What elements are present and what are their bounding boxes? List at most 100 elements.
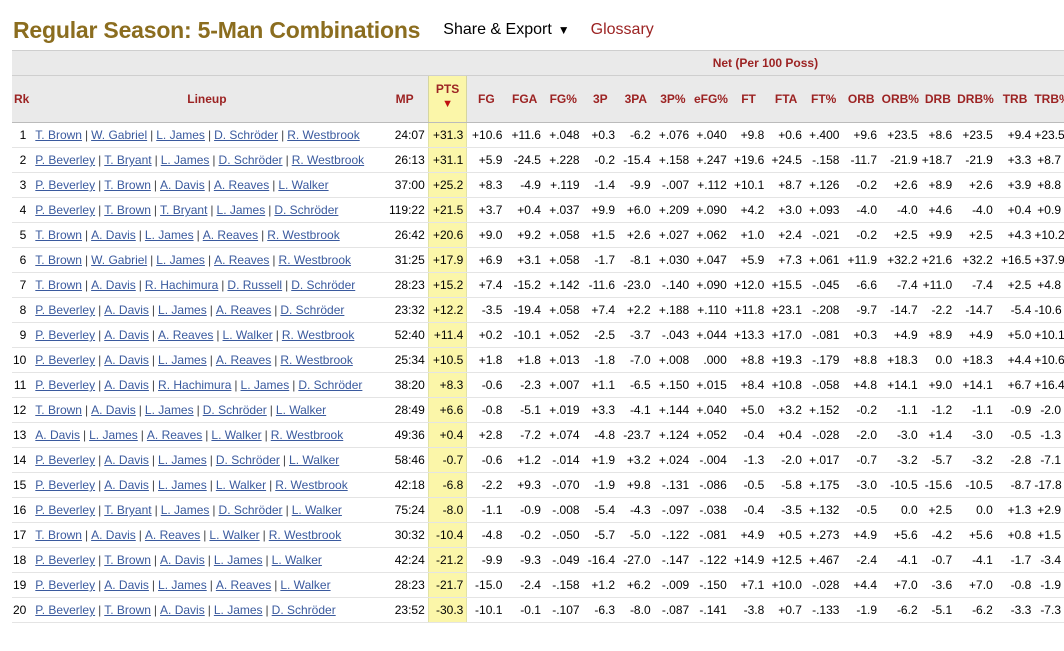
player-link[interactable]: L. James (216, 203, 266, 217)
column-header-trb[interactable]: TRB (995, 75, 1035, 123)
player-link[interactable]: A. Davis (104, 578, 149, 592)
player-link[interactable]: L. James (89, 428, 138, 442)
player-link[interactable]: A. Davis (91, 228, 136, 242)
player-link[interactable]: T. Bryant (160, 203, 208, 217)
player-link[interactable]: A. Davis (104, 478, 149, 492)
player-link[interactable]: W. Gabriel (91, 253, 148, 267)
player-link[interactable]: R. Westbrook (281, 328, 355, 342)
column-header-mp[interactable]: MP (381, 75, 429, 123)
player-link[interactable]: T. Brown (104, 178, 151, 192)
player-link[interactable]: P. Beverley (35, 578, 96, 592)
column-header-fg[interactable]: FG (466, 75, 506, 123)
player-link[interactable]: A. Davis (104, 303, 149, 317)
share-export-menu[interactable]: Share & Export ▼ (443, 21, 569, 39)
player-link[interactable]: A. Davis (91, 278, 136, 292)
player-link[interactable]: L. Walker (275, 403, 327, 417)
player-link[interactable]: T. Brown (104, 603, 151, 617)
player-link[interactable]: R. Westbrook (278, 253, 352, 267)
player-link[interactable]: L. James (160, 503, 210, 517)
player-link[interactable]: R. Westbrook (291, 153, 365, 167)
player-link[interactable]: A. Davis (91, 528, 136, 542)
player-link[interactable]: A. Davis (104, 378, 149, 392)
player-link[interactable]: P. Beverley (35, 153, 96, 167)
player-link[interactable]: L. Walker (215, 478, 267, 492)
player-link[interactable]: L. Walker (280, 578, 331, 592)
player-link[interactable]: A. Davis (160, 553, 205, 567)
player-link[interactable]: P. Beverley (35, 553, 96, 567)
player-link[interactable]: D. Russell (227, 278, 283, 292)
player-link[interactable]: L. James (240, 378, 290, 392)
player-link[interactable]: P. Beverley (35, 203, 96, 217)
player-link[interactable]: A. Reaves (146, 428, 203, 442)
player-link[interactable]: P. Beverley (35, 303, 96, 317)
column-header-drb[interactable]: DRB (920, 75, 956, 123)
player-link[interactable]: A. Davis (160, 603, 205, 617)
player-link[interactable]: L. James (158, 578, 207, 592)
player-link[interactable]: T. Bryant (104, 153, 152, 167)
player-link[interactable]: A. Reaves (215, 303, 272, 317)
column-header-drb-pct[interactable]: DRB% (955, 75, 996, 123)
glossary-link[interactable]: Glossary (590, 21, 654, 38)
player-link[interactable]: L. James (158, 478, 207, 492)
player-link[interactable]: R. Westbrook (267, 228, 340, 242)
player-link[interactable]: P. Beverley (35, 378, 96, 392)
player-link[interactable]: T. Brown (104, 553, 151, 567)
player-link[interactable]: A. Reaves (158, 328, 214, 342)
column-header-lineup[interactable]: Lineup (32, 75, 382, 123)
player-link[interactable]: A. Reaves (215, 353, 272, 367)
player-link[interactable]: D. Schröder (202, 403, 267, 417)
player-link[interactable]: L. Walker (211, 428, 262, 442)
player-link[interactable]: L. James (158, 303, 207, 317)
player-link[interactable]: D. Schröder (215, 453, 280, 467)
player-link[interactable]: L. James (144, 403, 194, 417)
player-link[interactable]: T. Brown (35, 528, 82, 542)
player-link[interactable]: T. Brown (35, 278, 82, 292)
column-header-fga[interactable]: FGA (505, 75, 544, 123)
player-link[interactable]: A. Davis (91, 403, 136, 417)
player-link[interactable]: D. Schröder (214, 128, 279, 142)
player-link[interactable]: T. Brown (35, 403, 82, 417)
player-link[interactable]: R. Westbrook (280, 353, 353, 367)
column-header-fta[interactable]: FTA (767, 75, 805, 123)
player-link[interactable]: T. Brown (35, 128, 82, 142)
column-header-3p-pct[interactable]: 3P% (653, 75, 693, 123)
player-link[interactable]: A. Davis (104, 328, 149, 342)
player-link[interactable]: D. Schröder (280, 303, 345, 317)
player-link[interactable]: A. Reaves (213, 178, 270, 192)
column-header-ft[interactable]: FT (729, 75, 768, 123)
player-link[interactable]: L. James (144, 228, 194, 242)
column-header-efg-pct[interactable]: eFG% (692, 75, 730, 123)
column-header-trb-pct[interactable]: TRB% (1034, 75, 1064, 123)
player-link[interactable]: A. Davis (160, 178, 205, 192)
column-header-ft-pct[interactable]: FT% (804, 75, 843, 123)
player-link[interactable]: A. Reaves (202, 228, 259, 242)
player-link[interactable]: L. James (156, 253, 205, 267)
column-header-3pa[interactable]: 3PA (618, 75, 654, 123)
player-link[interactable]: D. Schröder (218, 153, 283, 167)
column-header-3p[interactable]: 3P (582, 75, 619, 123)
player-link[interactable]: L. Walker (278, 178, 329, 192)
player-link[interactable]: P. Beverley (35, 603, 96, 617)
player-link[interactable]: R. Westbrook (268, 528, 342, 542)
player-link[interactable]: D. Schröder (274, 203, 339, 217)
player-link[interactable]: P. Beverley (35, 178, 96, 192)
player-link[interactable]: P. Beverley (35, 503, 96, 517)
player-link[interactable]: R. Westbrook (270, 428, 344, 442)
player-link[interactable]: T. Bryant (104, 503, 152, 517)
player-link[interactable]: R. Hachimura (158, 378, 232, 392)
player-link[interactable]: P. Beverley (35, 353, 96, 367)
player-link[interactable]: L. James (156, 128, 205, 142)
player-link[interactable]: L. Walker (209, 528, 260, 542)
player-link[interactable]: D. Schröder (298, 378, 363, 392)
player-link[interactable]: R. Westbrook (275, 478, 348, 492)
column-header-orb-pct[interactable]: ORB% (880, 75, 921, 123)
column-header-pts[interactable]: PTS ▼ (427, 75, 468, 123)
player-link[interactable]: L. James (158, 353, 207, 367)
player-link[interactable]: A. Davis (104, 453, 149, 467)
column-header-rk[interactable]: Rk (12, 75, 33, 123)
player-link[interactable]: P. Beverley (35, 453, 96, 467)
player-link[interactable]: P. Beverley (35, 328, 96, 342)
player-link[interactable]: P. Beverley (35, 478, 96, 492)
player-link[interactable]: L. Walker (222, 328, 273, 342)
player-link[interactable]: L. Walker (289, 453, 340, 467)
